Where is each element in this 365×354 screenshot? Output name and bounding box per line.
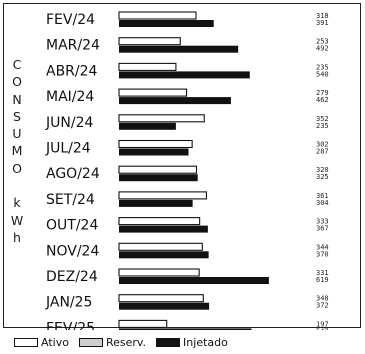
- bar-ativo-fev-24: [118, 11, 197, 20]
- bar-ativo-jan-25: [118, 294, 204, 303]
- value-label-injetado-abr-24: 540: [316, 70, 329, 78]
- value-label-ativo-abr-24: 235: [316, 63, 329, 71]
- legend-item-injetado: Injetado: [156, 336, 228, 349]
- category-label-nov-24: NOV/24: [46, 243, 99, 259]
- bar-injetado-out-24: [119, 225, 208, 233]
- value-label-injetado-jan-25: 372: [316, 302, 329, 310]
- bar-ativo-ago-24: [118, 165, 198, 174]
- value-label-ativo-jul-24: 302: [316, 141, 329, 149]
- bar-injetado-set-24: [119, 199, 193, 207]
- category-label-out-24: OUT/24: [46, 218, 98, 234]
- legend-swatch-injetado: [156, 337, 181, 347]
- bar-ativo-dez-24: [118, 268, 200, 277]
- value-label-injetado-fev-24: 391: [316, 19, 329, 27]
- bar-ativo-nov-24: [118, 242, 203, 251]
- bar-injetado-ago-24: [119, 174, 198, 182]
- category-label-jun-24: JUN/24: [45, 115, 93, 131]
- legend: Ativo Reserv. Injetado: [14, 334, 238, 350]
- value-label-injetado-dez-24: 619: [316, 276, 329, 284]
- value-label-injetado-jul-24: 287: [316, 148, 329, 156]
- category-label-jul-24: JUL/24: [45, 141, 91, 157]
- legend-item-reserv: Reserv.: [78, 335, 147, 349]
- value-label-ativo-out-24: 333: [316, 218, 329, 226]
- bar-injetado-abr-24: [119, 71, 250, 79]
- bar-injetado-jul-24: [119, 148, 189, 156]
- value-label-ativo-mai-24: 279: [316, 89, 329, 97]
- category-label-fev-25: FEV/25: [46, 320, 95, 330]
- bar-ativo-jun-24: [118, 114, 205, 123]
- category-label-dez-24: DEZ/24: [46, 269, 98, 285]
- category-label-mar-24: MAR/24: [46, 38, 100, 54]
- value-label-injetado-ago-24: 325: [316, 173, 329, 181]
- legend-swatch-ativo: [14, 337, 38, 347]
- legend-label-injetado: Injetado: [183, 335, 228, 349]
- bar-injetado-fev-25: [119, 328, 252, 330]
- value-label-ativo-dez-24: 331: [316, 269, 329, 277]
- value-label-ativo-ago-24: 320: [316, 166, 329, 174]
- bar-injetado-fev-24: [119, 20, 214, 27]
- bar-ativo-set-24: [118, 191, 207, 200]
- value-label-injetado-nov-24: 370: [316, 250, 329, 258]
- value-label-injetado-fev-25: 547: [316, 327, 329, 330]
- bar-ativo-jul-24: [118, 139, 193, 149]
- bar-injetado-jan-25: [119, 302, 210, 310]
- category-label-abr-24: ABR/24: [46, 63, 98, 79]
- value-label-ativo-nov-24: 344: [316, 243, 329, 251]
- bar-injetado-jun-24: [119, 122, 176, 130]
- value-label-ativo-jun-24: 352: [316, 115, 329, 123]
- value-label-ativo-fev-25: 197: [316, 320, 329, 328]
- category-label-fev-24: FEV/24: [46, 12, 95, 28]
- bar-ativo-mai-24: [118, 88, 188, 97]
- category-label-jan-25: JAN/25: [45, 295, 92, 311]
- category-label-mai-24: MAI/24: [46, 89, 94, 105]
- bar-ativo-out-24: [118, 217, 201, 226]
- bar-injetado-dez-24: [119, 277, 269, 284]
- bar-injetado-mai-24: [119, 97, 231, 105]
- chart-frame: [3, 3, 361, 328]
- bar-ativo-abr-24: [118, 62, 177, 71]
- value-label-injetado-out-24: 367: [316, 225, 329, 233]
- value-label-ativo-jan-25: 348: [316, 295, 329, 303]
- legend-swatch-reserv: [78, 337, 103, 347]
- category-label-ago-24: AGO/24: [46, 166, 100, 182]
- bar-ativo-mar-24: [118, 37, 181, 46]
- value-label-injetado-mar-24: 492: [316, 45, 329, 53]
- value-label-injetado-set-24: 304: [316, 199, 329, 207]
- bar-injetado-nov-24: [119, 251, 209, 259]
- legend-label-reserv: Reserv.: [105, 335, 147, 349]
- legend-label-ativo: Ativo: [41, 335, 69, 349]
- bar-injetado-mar-24: [119, 45, 239, 53]
- value-label-ativo-set-24: 361: [316, 192, 329, 200]
- bar-ativo-fev-25: [118, 319, 168, 328]
- legend-item-ativo: Ativo: [14, 336, 69, 349]
- value-label-injetado-mai-24: 462: [316, 96, 329, 104]
- category-label-set-24: SET/24: [46, 192, 95, 208]
- value-label-ativo-mar-24: 253: [316, 38, 329, 46]
- y-axis-label: C O N S U M O k W h: [10, 57, 24, 245]
- value-label-ativo-fev-24: 318: [316, 12, 329, 20]
- value-label-injetado-jun-24: 235: [316, 122, 329, 130]
